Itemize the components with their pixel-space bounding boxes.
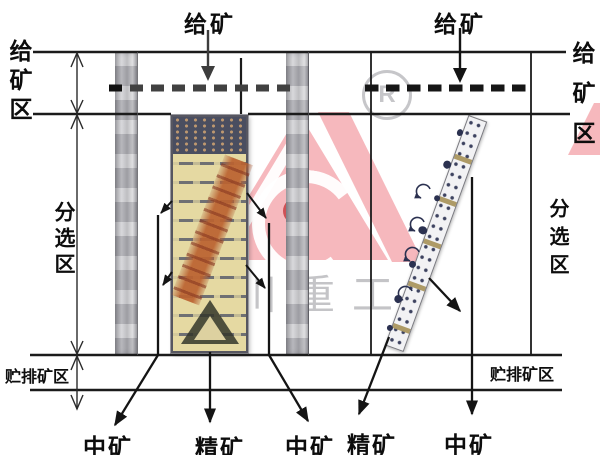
product-label-middling-1: 中矿 — [83, 434, 133, 455]
jig-separation-column — [171, 115, 253, 353]
feed-zone-label-left: 给矿区 — [6, 39, 32, 126]
zone-boundary-lines — [30, 50, 570, 392]
separation-zone-label-left: 分选区 — [52, 201, 75, 279]
feed-arrowhead-right — [453, 68, 467, 83]
product-flow-arrows — [114, 177, 478, 427]
feed-label-left: 给矿 — [184, 11, 236, 37]
product-label-middling-3: 中矿 — [444, 432, 494, 455]
feed-zone-label-right: 给矿区 — [569, 41, 595, 161]
dimension-line — [70, 51, 84, 411]
discharge-zone-label-right: 贮排矿区 — [490, 367, 555, 384]
section-divider-lines — [137, 52, 532, 355]
product-label-concentrate-2: 精矿 — [347, 432, 397, 455]
feed-label-right: 给矿 — [434, 11, 486, 37]
product-label-concentrate-1: 精矿 — [195, 435, 245, 455]
left-wall-column — [115, 52, 137, 355]
product-label-middling-2: 中矿 — [285, 434, 335, 455]
feed-arrows — [201, 28, 467, 83]
feed-arrowhead-left — [201, 66, 215, 81]
particle-tumble-arrows — [396, 183, 431, 301]
middling-eject-arrows — [160, 192, 267, 289]
discharge-zone-label-left: 贮排矿区 — [5, 369, 70, 386]
middle-wall-column — [286, 52, 309, 355]
dark-top-ore-band — [173, 117, 246, 154]
separation-zone-label-right: 分选区 — [546, 198, 568, 282]
